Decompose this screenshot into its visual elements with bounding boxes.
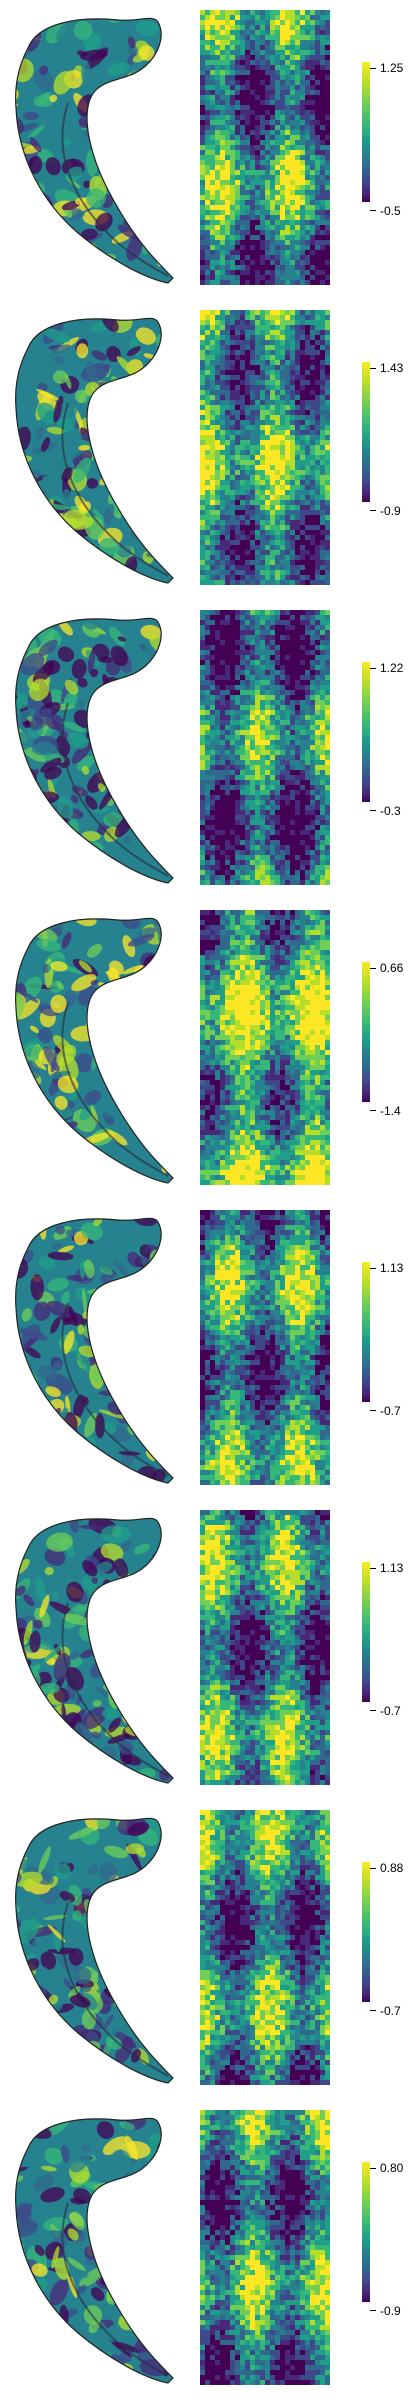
flatmap-heatmap <box>200 2110 330 2385</box>
colorbar <box>362 1262 370 1402</box>
colorbar-tick-mark <box>370 210 376 211</box>
surface-render <box>15 317 174 584</box>
colorbar-min-label: -0.7 <box>380 1404 401 1418</box>
colorbar-min-label: -0.9 <box>380 504 401 518</box>
colorbar-tick-mark <box>370 1410 376 1411</box>
colorbar-min-label: -0.9 <box>380 2304 401 2318</box>
colorbar-min-label: -0.5 <box>380 204 401 218</box>
colorbar <box>362 1862 370 2002</box>
panel-row: 1.13 -0.7 <box>0 1500 410 1800</box>
colorbar-tick-mark <box>370 668 376 669</box>
colorbar <box>362 662 370 802</box>
surface-render <box>15 1817 174 2084</box>
flatmap-heatmap <box>200 10 330 285</box>
flatmap-heatmap <box>200 610 330 885</box>
panel-row: 0.80 -0.9 <box>0 2100 410 2400</box>
flatmap-heatmap <box>200 910 330 1185</box>
surface-render <box>15 1217 174 1484</box>
colorbar-tick-mark <box>370 510 376 511</box>
colorbar-tick-mark <box>370 1110 376 1111</box>
colorbar-max-label: 1.13 <box>380 1261 404 1275</box>
surface-render <box>15 2117 174 2384</box>
panel-row: 1.43 -0.9 <box>0 300 410 600</box>
colorbar <box>362 962 370 1102</box>
colorbar-tick-mark <box>370 1268 376 1269</box>
flatmap-heatmap <box>200 310 330 585</box>
colorbar-tick-mark <box>370 1710 376 1711</box>
flatmap-heatmap <box>200 1810 330 2085</box>
flatmap-heatmap <box>200 1210 330 1485</box>
colorbar-min-label: -0.7 <box>380 1704 401 1718</box>
colorbar-max-label: 0.88 <box>380 1861 404 1875</box>
colorbar <box>362 2162 370 2302</box>
colorbar-tick-mark <box>370 2010 376 2011</box>
panel-row: 1.22 -0.3 <box>0 600 410 900</box>
colorbar <box>362 1562 370 1702</box>
colorbar-min-label: -0.7 <box>380 2004 401 2018</box>
flatmap-heatmap <box>200 1510 330 1785</box>
surface-render <box>15 617 174 884</box>
surface-render <box>15 17 174 284</box>
colorbar-max-label: 1.25 <box>380 61 404 75</box>
colorbar-tick-mark <box>370 2310 376 2311</box>
colorbar-tick-mark <box>370 1868 376 1869</box>
surface-render <box>15 1517 174 1784</box>
colorbar-min-label: -1.4 <box>380 1104 401 1118</box>
colorbar-tick-mark <box>370 2168 376 2169</box>
colorbar-max-label: 0.80 <box>380 2161 404 2175</box>
colorbar-tick-mark <box>370 810 376 811</box>
colorbar-tick-mark <box>370 368 376 369</box>
colorbar-tick-mark <box>370 968 376 969</box>
panel-row: 1.13 -0.7 <box>0 1200 410 1500</box>
panel-row: 1.25 -0.5 <box>0 0 410 300</box>
surface-render <box>15 917 174 1184</box>
colorbar-max-label: 0.66 <box>380 961 404 975</box>
panel-row: 0.88 -0.7 <box>0 1800 410 2100</box>
panel-row: 0.66 -1.4 <box>0 900 410 1200</box>
colorbar-max-label: 1.13 <box>380 1561 404 1575</box>
colorbar-tick-mark <box>370 68 376 69</box>
colorbar-max-label: 1.22 <box>380 661 404 675</box>
colorbar-min-label: -0.3 <box>380 804 401 818</box>
colorbar <box>362 362 370 502</box>
colorbar <box>362 62 370 202</box>
colorbar-max-label: 1.43 <box>380 361 404 375</box>
colorbar-tick-mark <box>370 1568 376 1569</box>
